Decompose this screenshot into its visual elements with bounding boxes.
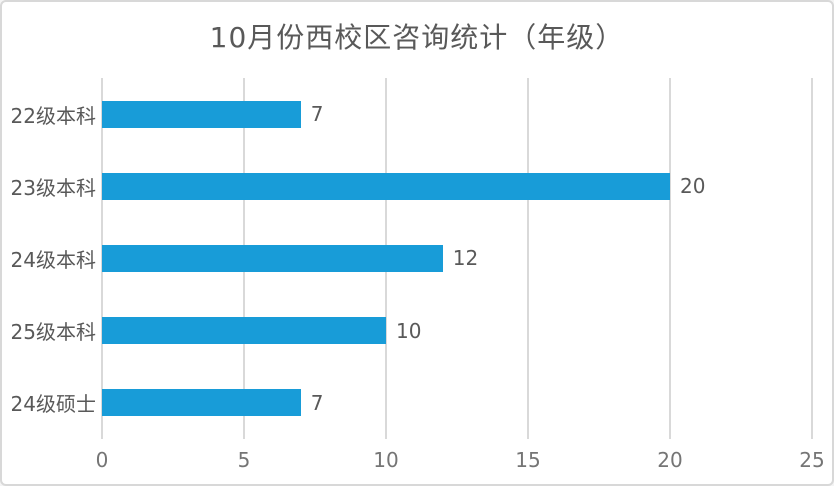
x-tick-label: 20 xyxy=(657,448,683,472)
value-label: 7 xyxy=(310,102,324,127)
gridline xyxy=(811,78,813,439)
bar xyxy=(102,389,301,417)
value-label: 10 xyxy=(396,318,422,343)
x-tick-label: 5 xyxy=(237,448,251,472)
bar-row: 10 xyxy=(102,295,812,367)
value-label: 7 xyxy=(310,390,324,415)
bar xyxy=(102,100,301,128)
value-label: 20 xyxy=(680,174,706,199)
plot-area: 7 20 12 10 7 xyxy=(101,78,813,439)
x-tick-label: 10 xyxy=(373,448,399,472)
x-tick-label: 15 xyxy=(515,448,541,472)
category-label: 23级本科 xyxy=(10,175,96,200)
category-label: 24级硕士 xyxy=(10,392,96,417)
category-label: 22级本科 xyxy=(10,103,96,128)
x-tick-label: 0 xyxy=(95,448,109,472)
bar-row: 7 xyxy=(102,367,812,439)
bar xyxy=(102,172,670,200)
value-label: 12 xyxy=(452,246,479,271)
bar xyxy=(102,317,386,345)
chart-title: 10月份西校区咨询统计（年级） xyxy=(209,21,625,54)
category-label: 24级本科 xyxy=(10,248,96,272)
bar-row: 12 xyxy=(102,222,812,294)
gridline xyxy=(527,78,529,439)
gridline xyxy=(669,78,671,439)
bar-row: 20 xyxy=(102,150,812,222)
bar xyxy=(102,244,443,272)
category-label: 25级本科 xyxy=(10,320,96,345)
category-axis: 22级本科 23级本科 24级本科 25级本科 24级硕士 xyxy=(2,78,96,439)
bar-row: 7 xyxy=(102,78,812,150)
x-axis: 0 5 10 15 20 25 xyxy=(96,447,825,473)
x-tick-label: 25 xyxy=(799,448,825,472)
